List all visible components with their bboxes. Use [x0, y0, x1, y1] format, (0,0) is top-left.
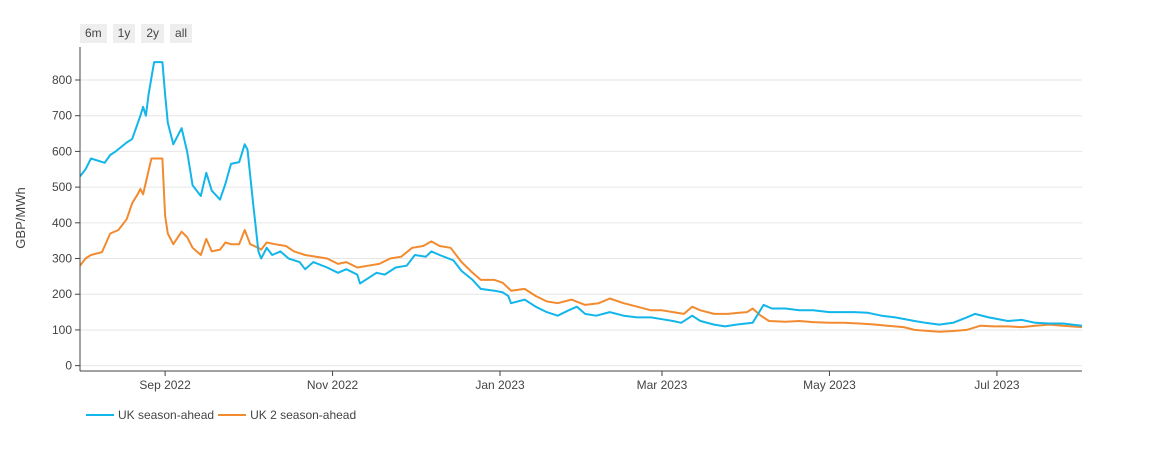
range-button-1y[interactable]: 1y — [112, 24, 136, 43]
x-tick-label: Nov 2022 — [307, 378, 359, 392]
series-line-1[interactable] — [79, 61, 1083, 328]
range-button-6m[interactable]: 6m — [80, 24, 107, 43]
x-tick-label: Jul 2023 — [974, 378, 1020, 392]
range-selector: 6m 1y 2y all — [80, 24, 193, 43]
y-tick-label: 100 — [52, 323, 72, 337]
legend-item-series-1[interactable]: UK season-ahead — [86, 408, 214, 422]
y-tick-label: 800 — [52, 73, 72, 87]
x-tick-label: May 2023 — [803, 378, 856, 392]
y-tick-label: 600 — [52, 144, 72, 158]
x-tick-label: Mar 2023 — [637, 378, 688, 392]
y-tick-label: 400 — [52, 216, 72, 230]
legend: UK season-ahead UK 2 season-ahead — [86, 408, 376, 422]
legend-item-series-2[interactable]: UK 2 season-ahead — [218, 408, 356, 422]
y-tick-label: 500 — [52, 180, 72, 194]
y-tick-label: 300 — [52, 252, 72, 266]
series-layer — [79, 61, 1083, 333]
legend-label-series-1: UK season-ahead — [118, 408, 215, 422]
range-button-all[interactable]: all — [170, 24, 193, 43]
legend-swatch-series-1 — [86, 414, 114, 416]
x-tick-label: Jan 2023 — [475, 378, 525, 392]
range-button-2y[interactable]: 2y — [141, 24, 165, 43]
legend-label-series-2: UK 2 season-ahead — [250, 408, 357, 422]
x-tick-label: Sep 2022 — [139, 378, 191, 392]
gridlines — [80, 79, 1082, 367]
y-tick-label: 0 — [65, 359, 72, 373]
y-axis-title: GBP/MWh — [13, 187, 28, 248]
y-tick-label: 700 — [52, 109, 72, 123]
y-tick-label: 200 — [52, 287, 72, 301]
legend-swatch-series-2 — [218, 414, 247, 416]
series-line-2[interactable] — [79, 157, 1083, 333]
axes: 0 100 200 300 400 500 600 700 800 Sep 2022 Nov 202… — [52, 47, 1082, 392]
